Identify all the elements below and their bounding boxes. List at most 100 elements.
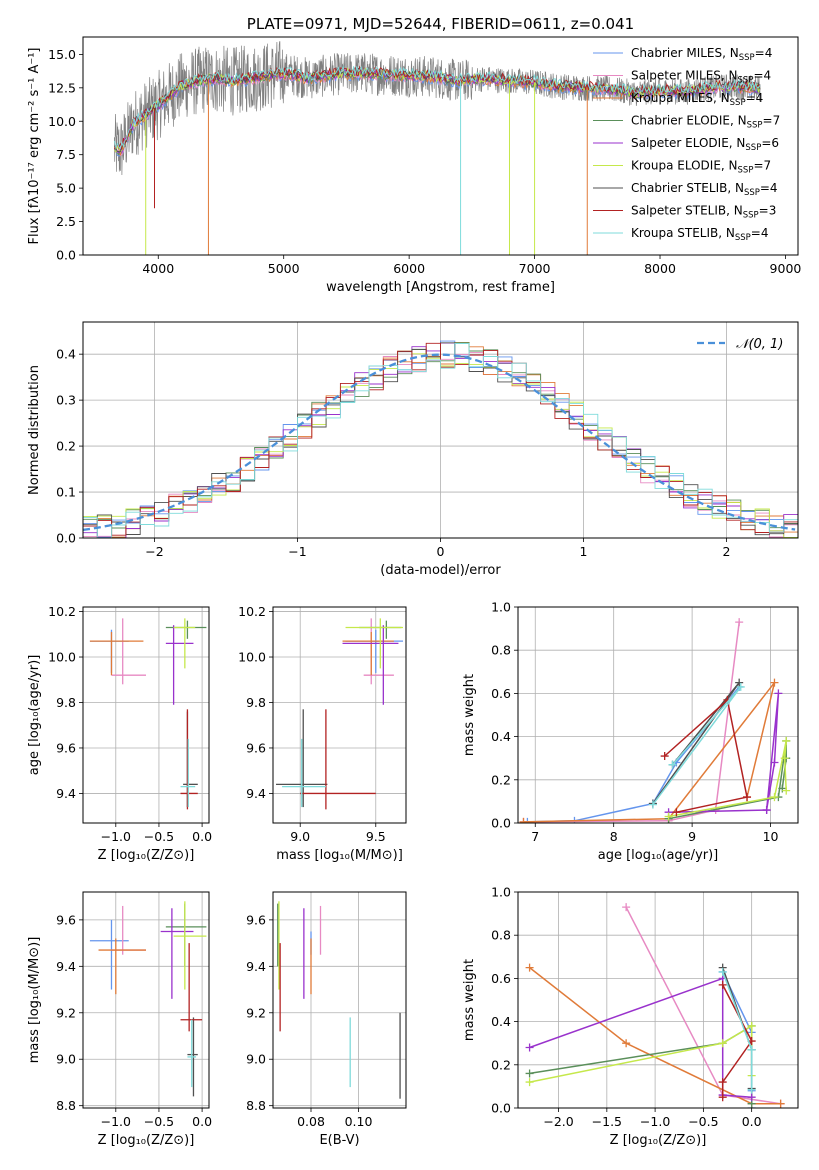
y-axis-label: Flux [fλ10⁻¹⁷ erg cm⁻² s⁻¹ A⁻¹] [27,48,42,245]
legend-entry: Kroupa ELODIE, NSSP=7 [631,159,771,176]
y-tick-label: 0.0 [491,1101,511,1116]
y-tick-label: 0.1 [56,485,76,500]
mass-weight-marker [770,678,779,687]
chart-mass-vs-ebv: 0.08 0.10 8.8 9.0 9.2 9.4 9.6 E(B-V) [246,891,407,1148]
plot-area [89,618,207,810]
mass-weight-marker [774,689,783,698]
x-tick-label: 7 [531,829,539,844]
mass-weight-marker [747,1021,756,1030]
mass-weight-marker [718,980,727,989]
legend-entry: 𝒩(0, 1) [736,337,783,352]
x-tick-label: −1.0 [101,829,131,844]
mass-weight-marker [770,793,779,802]
mass-weight-marker [718,1093,727,1102]
legend-entry: Salpeter STELIB, NSSP=3 [631,204,776,221]
mass-weight-marker [743,793,752,802]
mass-weight-marker [672,808,681,817]
legend-entry: Salpeter MILES, NSSP=4 [631,69,771,86]
plot-area [89,901,207,1097]
x-tick-label: −1.0 [640,1114,670,1129]
x-tick-label: −0.5 [144,1114,174,1129]
x-tick-label: 9.5 [366,829,386,844]
x-tick-label: −1.0 [101,1114,131,1129]
y-tick-label: 9.8 [56,695,76,710]
y-tick-label: 15.0 [48,47,76,62]
x-tick-label: 0.08 [297,1114,325,1129]
mass-weight-marker [525,963,534,972]
legend-entry: Salpeter ELODIE, NSSP=6 [631,136,779,153]
legend-entry: Chabrier MILES, NSSP=4 [631,46,772,63]
y-axis-label: Normed distribution [27,365,42,495]
y-axis-label: mass weight [462,674,477,756]
x-tick-label: 6000 [393,261,425,276]
mass-weight-marker [770,758,779,767]
mass-weight-marker [525,1043,534,1052]
legend-entry: Chabrier STELIB, NSSP=4 [631,181,778,198]
y-tick-label: 8.8 [246,1098,266,1113]
x-tick-label: 8000 [644,261,676,276]
x-tick-label: 0.0 [192,1114,212,1129]
x-tick-label: −2 [145,544,163,559]
mass-weight-line [721,984,753,1098]
y-tick-label: 9.2 [56,1005,76,1020]
x-tick-label: 5000 [268,261,300,276]
mass-weight-line [527,686,740,823]
mass-weight-marker [622,903,631,912]
mass-weight-marker [718,967,727,976]
y-tick-label: 5.0 [56,181,76,196]
chart-residuals: 𝒩(0, 1) −2 −1 0 1 2 0.0 0.1 0.2 0.3 0.4 (data-model… [27,321,799,578]
axes-frame [272,891,407,1109]
x-tick-label: 0 [437,544,445,559]
model-spectrum-line [113,64,761,150]
x-tick-label: 7000 [519,261,551,276]
mass-weight-line [529,967,781,1105]
y-tick-label: 9.4 [56,786,76,801]
y-tick-label: 10.2 [48,604,76,619]
mass-weight-marker [747,1093,756,1102]
y-tick-label: 0.4 [56,347,76,362]
y-tick-label: 0.0 [56,248,76,263]
chart-mass-vs-z: −1.0 −0.5 0.0 8.8 9.0 9.2 9.4 9.6 Z [log₁₀(Z/Z⊙)… [27,891,212,1148]
y-tick-label: 0.2 [491,1057,511,1072]
axes-frame [82,36,799,256]
x-tick-label: 0.0 [742,1114,762,1129]
y-tick-label: 10.0 [238,650,266,665]
axes-frame [272,606,407,824]
x-tick-label: 4000 [142,261,174,276]
mass-weight-marker [525,1069,534,1078]
y-tick-label: 9.8 [246,695,266,710]
y-tick-label: 8.8 [56,1098,76,1113]
y-tick-label: 9.4 [246,959,266,974]
chart-mass-weight-vs-age: 7 8 9 10 0.0 0.2 0.4 0.6 0.8 1.0 age [log₁₀(age/yr… [462,600,799,863]
y-tick-label: 9.0 [246,1052,266,1067]
x-tick-label: 9 [688,829,696,844]
mass-weight-marker [782,786,791,795]
chart-age-vs-z: −1.0 −0.5 0.0 9.4 9.6 9.8 10.0 10.2 Z [log₁₀(Z/Z… [27,604,212,863]
mass-weight-line [523,622,740,823]
y-axis-label: mass weight [462,959,477,1041]
plot-area [113,41,761,255]
chart-spectrum: Chabrier MILES, NSSP=4 Salpeter MILES, NS… [27,15,801,295]
chart-age-vs-mass: 9.0 9.5 9.4 9.6 9.8 10.0 10.2 mass [log₁₀(M/M⊙)… [238,604,407,863]
mass-weight-line [529,1024,753,1083]
mass-weight-marker [776,1099,785,1108]
y-tick-label: 9.6 [56,740,76,755]
y-tick-label: 7.5 [56,147,76,162]
normal-reference-curve [83,353,796,532]
y-tick-label: 0.0 [56,531,76,546]
x-tick-label: 0.10 [345,1114,373,1129]
y-tick-label: 0.3 [56,393,76,408]
chart-mass-weight-vs-z: −2.0 −1.5 −1.0 −0.5 0.0 0.0 0.2 0.4 0.6 0.8 1.0 Z [… [462,885,799,1148]
y-tick-label: 0.2 [56,439,76,454]
plot-area [519,618,791,823]
mass-weight-line [529,977,752,1098]
mass-weight-marker [660,752,669,761]
mass-weight-marker [718,1078,727,1087]
y-tick-label: 9.0 [56,1052,76,1067]
y-tick-label: 1.0 [491,885,511,900]
plot-area [277,901,401,1099]
y-tick-label: 9.4 [246,786,266,801]
x-axis-label: (data-model)/error [380,563,501,578]
mass-weight-marker [762,806,771,815]
